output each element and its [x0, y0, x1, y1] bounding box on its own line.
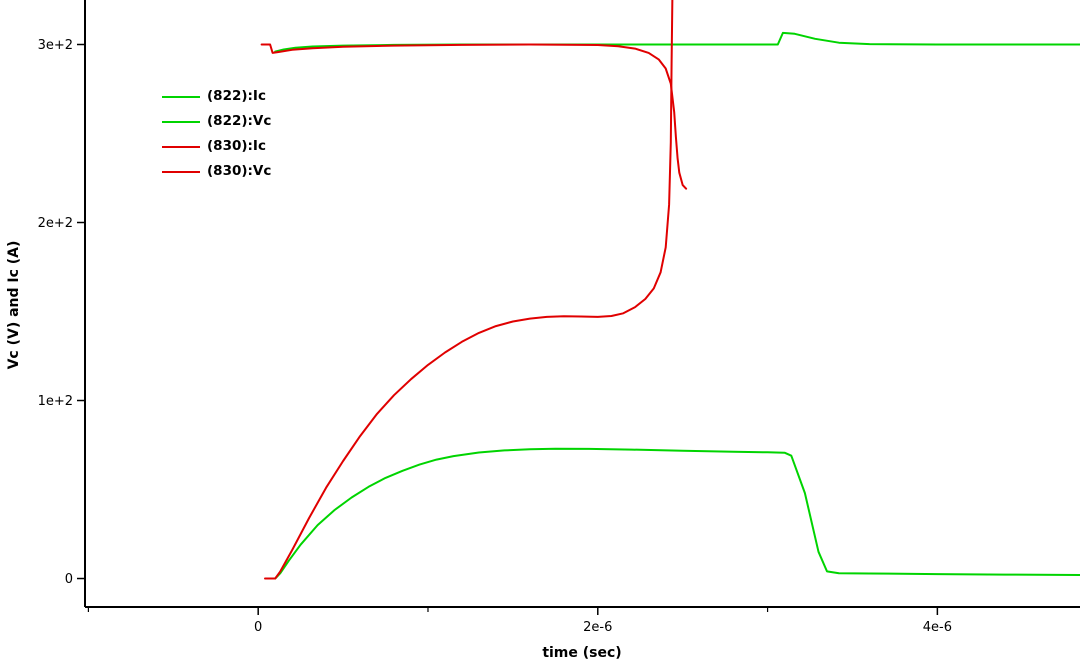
legend-line-icon: [162, 120, 200, 123]
svg-text:1e+2: 1e+2: [38, 394, 73, 409]
legend-item: (830):Vc: [162, 159, 271, 184]
legend-item: (830):Ic: [162, 134, 271, 159]
legend-label: (822):Vc: [207, 112, 272, 129]
legend-line-icon: [162, 145, 200, 148]
legend-line-icon: [162, 170, 200, 173]
legend-item: (822):Ic: [162, 84, 271, 109]
x-axis-title: time (sec): [542, 645, 622, 661]
y-axis-title: Vc (V) and Ic (A): [6, 241, 22, 370]
legend: (822):Ic (822):Vc (830):Ic (830):Vc: [162, 84, 271, 184]
legend-label: (830):Ic: [207, 137, 266, 154]
svg-text:0: 0: [65, 572, 73, 587]
svg-text:3e+2: 3e+2: [38, 38, 73, 53]
svg-text:2e-6: 2e-6: [583, 620, 612, 635]
svg-text:2e+2: 2e+2: [38, 216, 73, 231]
svg-text:4e-6: 4e-6: [923, 620, 952, 635]
legend-line-icon: [162, 95, 200, 98]
svg-text:0: 0: [254, 620, 262, 635]
legend-label: (822):Ic: [207, 87, 266, 104]
legend-item: (822):Vc: [162, 109, 271, 134]
legend-label: (830):Vc: [207, 162, 272, 179]
